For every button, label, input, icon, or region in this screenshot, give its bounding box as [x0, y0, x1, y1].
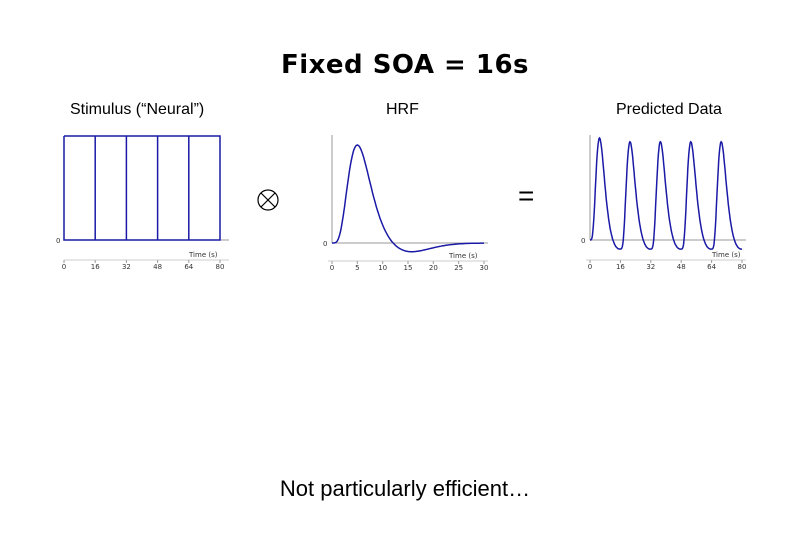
caption: Not particularly efficient… — [279, 476, 531, 501]
predicted-data-plot: 0 Time (s) 0 16 32 48 64 80 — [581, 135, 747, 271]
x-tick-label: 16 — [91, 263, 100, 271]
x-tick-label: 32 — [646, 263, 655, 271]
x-tick-label: 48 — [677, 263, 686, 271]
stimulus-x-ticks: 0 16 32 48 64 80 — [62, 260, 225, 271]
x-tick-label: 48 — [153, 263, 162, 271]
x-tick-label: 64 — [184, 263, 193, 271]
x-tick-label: 0 — [330, 264, 334, 272]
stimulus-plot: 0 Time (s) 0 16 32 48 64 80 — [56, 135, 229, 271]
x-tick-label: 0 — [588, 263, 592, 271]
hrf-x-axis-label: Time (s) — [448, 252, 478, 260]
x-tick-label: 20 — [429, 264, 438, 272]
x-tick-label: 0 — [62, 263, 66, 271]
x-tick-label: 64 — [707, 263, 716, 271]
predicted-series-line — [590, 136, 742, 250]
predicted-x-ticks: 0 16 32 48 64 80 — [588, 260, 747, 271]
x-tick-label: 5 — [355, 264, 359, 272]
stimulus-series-line — [63, 135, 221, 241]
hrf-label: HRF — [386, 101, 419, 118]
x-tick-label: 15 — [404, 264, 413, 272]
equals-sign: = — [518, 180, 535, 211]
stimulus-x-axis-label: Time (s) — [188, 251, 218, 259]
hrf-series-line — [332, 144, 484, 253]
x-tick-label: 16 — [616, 263, 625, 271]
stimulus-y-tick-0: 0 — [56, 237, 60, 245]
x-tick-label: 80 — [216, 263, 225, 271]
hrf-y-tick-0: 0 — [323, 240, 327, 248]
predicted-data-label: Predicted Data — [616, 101, 722, 118]
x-tick-label: 32 — [122, 263, 131, 271]
x-tick-label: 10 — [378, 264, 387, 272]
x-tick-label: 80 — [738, 263, 747, 271]
x-tick-label: 30 — [480, 264, 489, 272]
predicted-x-axis-label: Time (s) — [711, 251, 741, 259]
hrf-x-ticks: 0 5 10 15 20 25 30 — [330, 261, 489, 272]
x-tick-label: 25 — [454, 264, 463, 272]
predicted-y-tick-0: 0 — [581, 237, 585, 245]
slide-title: Fixed SOA = 16s — [280, 50, 530, 80]
circled-times-icon — [257, 189, 279, 211]
stimulus-label: Stimulus (“Neural”) — [70, 101, 205, 118]
hrf-plot: 0 Time (s) 0 5 10 15 20 25 30 — [323, 135, 489, 272]
